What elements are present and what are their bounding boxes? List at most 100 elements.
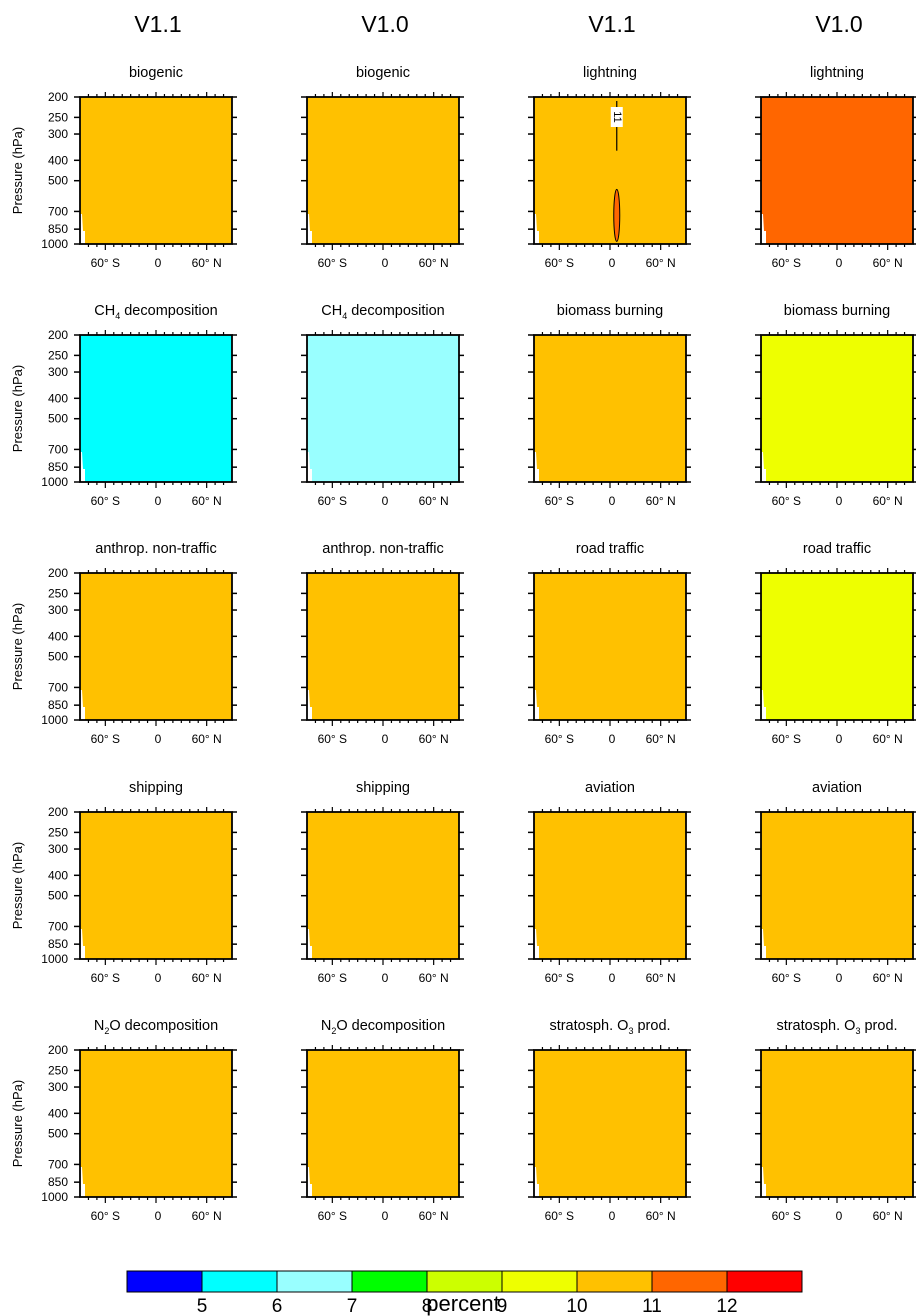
y-tick-label: 300 — [48, 127, 68, 141]
panel-title-subscript: 3 — [855, 1026, 860, 1036]
panel-title: biogenic — [129, 65, 183, 81]
y-tick-label: 200 — [48, 805, 68, 819]
x-tick-label: 0 — [609, 494, 616, 508]
heatmap-field — [80, 573, 232, 720]
colorbar-swatch — [351, 1270, 428, 1293]
x-tick-label: 60° S — [545, 971, 574, 985]
missing-data-area — [534, 1167, 539, 1197]
x-tick-label: 60° N — [646, 256, 676, 270]
y-tick-label: 300 — [48, 365, 68, 379]
y-tick-label: 1000 — [41, 952, 68, 966]
panel-title-text: O decomposition — [336, 1018, 445, 1034]
colorbar-tick-label: 8 — [422, 1296, 433, 1316]
heatmap-panel: lightning 60° S 0 60° N — [755, 65, 916, 270]
y-tick-label: 1000 — [41, 237, 68, 251]
x-tick-label: 60° N — [192, 971, 222, 985]
x-tick-label: 0 — [836, 732, 843, 746]
colorbar-swatch — [276, 1270, 353, 1293]
panel-title: stratosph. O3 prod. — [549, 1018, 670, 1036]
panel-title-subscript: 4 — [342, 311, 347, 321]
y-tick-label: 400 — [48, 629, 68, 643]
y-tick-label: 400 — [48, 391, 68, 405]
missing-data-area — [307, 214, 312, 244]
y-tick-label: 850 — [48, 698, 68, 712]
x-tick-label: 60° N — [873, 971, 903, 985]
y-tick-label: 300 — [48, 603, 68, 617]
missing-data-area — [534, 929, 539, 959]
missing-data-area — [307, 452, 312, 482]
x-tick-label: 0 — [836, 971, 843, 985]
x-tick-label: 0 — [836, 1209, 843, 1223]
missing-data-area — [534, 690, 539, 720]
missing-data-area — [80, 929, 85, 959]
x-tick-label: 0 — [155, 732, 162, 746]
y-tick-label: 250 — [48, 110, 68, 124]
panel-title: CH4 decomposition — [321, 303, 445, 321]
y-tick-label: 850 — [48, 460, 68, 474]
x-tick-label: 0 — [382, 971, 389, 985]
x-tick-label: 60° S — [318, 971, 347, 985]
missing-data-area — [307, 1167, 312, 1197]
x-tick-label: 60° N — [419, 732, 449, 746]
heatmap-panel: shipping 60° S 0 60° N — [301, 780, 464, 985]
y-tick-label: 700 — [48, 1157, 68, 1171]
y-tick-label: 500 — [48, 650, 68, 664]
panel-title: biogenic — [356, 65, 410, 81]
panel-title: shipping — [356, 780, 410, 796]
colorbar-tick-label: 12 — [716, 1296, 737, 1316]
y-tick-label: 700 — [48, 204, 68, 218]
y-tick-label: 250 — [48, 825, 68, 839]
heatmap-field — [80, 335, 232, 482]
column-title: V1.1 — [134, 11, 181, 37]
x-tick-label: 60° N — [419, 256, 449, 270]
x-tick-label: 0 — [382, 732, 389, 746]
y-tick-label: 1000 — [41, 475, 68, 489]
x-tick-label: 0 — [382, 494, 389, 508]
x-tick-label: 0 — [836, 256, 843, 270]
colorbar-tick-label: 5 — [197, 1296, 208, 1316]
x-tick-label: 0 — [609, 1209, 616, 1223]
panel-title: lightning — [583, 65, 637, 81]
heatmap-panel: lightning 11 60° S 0 60° N — [528, 65, 691, 270]
heatmap-field — [307, 335, 459, 482]
x-tick-label: 60° S — [772, 971, 801, 985]
panel-title-subscript: 4 — [115, 311, 120, 321]
heatmap-field — [534, 1050, 686, 1197]
missing-data-area — [307, 929, 312, 959]
x-tick-label: 60° N — [192, 732, 222, 746]
x-tick-label: 60° S — [772, 494, 801, 508]
x-tick-label: 60° S — [91, 732, 120, 746]
heatmap-field — [80, 1050, 232, 1197]
x-tick-label: 60° S — [545, 732, 574, 746]
missing-data-area — [761, 214, 766, 244]
colorbar-tick-label: 7 — [347, 1296, 358, 1316]
missing-data-area — [307, 690, 312, 720]
heatmap-field — [307, 97, 459, 244]
x-tick-label: 60° N — [646, 732, 676, 746]
y-tick-label: 300 — [48, 842, 68, 856]
x-tick-label: 60° N — [646, 1209, 676, 1223]
colorbar-tick-label: 10 — [566, 1296, 587, 1316]
panel-title-text: stratosph. O — [776, 1018, 855, 1034]
x-tick-label: 0 — [155, 1209, 162, 1223]
panel-title: aviation — [585, 780, 635, 796]
heatmap-panel: road traffic 60° S 0 60° N — [528, 541, 691, 746]
x-tick-label: 0 — [155, 971, 162, 985]
y-tick-label: 850 — [48, 1175, 68, 1189]
x-tick-label: 0 — [155, 494, 162, 508]
heatmap-field — [761, 335, 913, 482]
heatmap-field — [761, 812, 913, 959]
y-tick-label: 700 — [48, 680, 68, 694]
panel-title: biomass burning — [557, 303, 663, 319]
column-title: V1.0 — [361, 11, 408, 37]
heatmap-panel: anthrop. non-traffic 60° S 0 60° N — [301, 541, 464, 746]
colorbar-swatch — [126, 1270, 203, 1293]
x-tick-label: 0 — [836, 494, 843, 508]
y-tick-label: 500 — [48, 889, 68, 903]
x-tick-label: 60° N — [419, 971, 449, 985]
panel-title: anthrop. non-traffic — [95, 541, 216, 557]
x-tick-label: 0 — [609, 732, 616, 746]
panel-title-text: CH — [321, 303, 342, 319]
